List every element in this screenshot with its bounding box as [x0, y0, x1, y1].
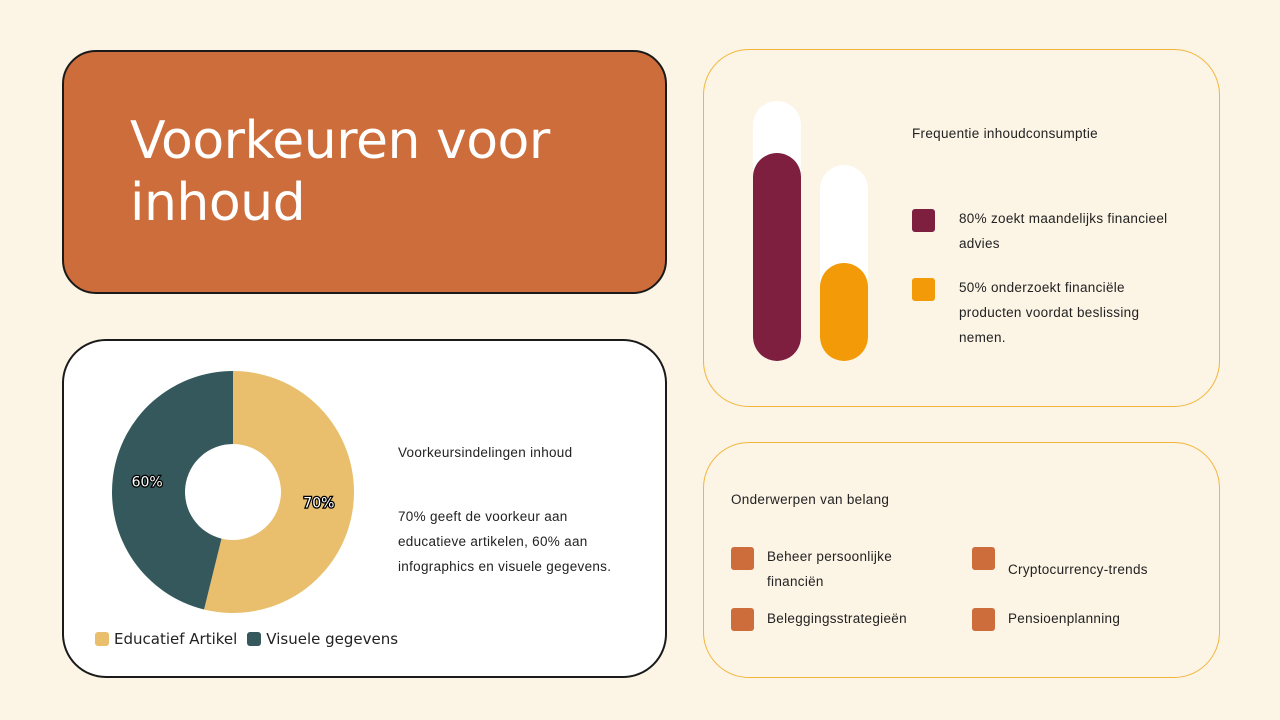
donut-label-visueel: 60%	[132, 475, 163, 491]
bar-legend-swatch-product-research	[912, 278, 935, 301]
bar-legend-label-monthly-advice: 80% zoekt maandelijks financieel advies	[959, 211, 1168, 251]
topic-crypto: Cryptocurrency-trends	[1008, 562, 1148, 577]
legend-item-educatief: Educatief Artikel	[95, 630, 237, 648]
bar-fill-monthly-advice	[753, 153, 801, 361]
bar-fill-product-research	[820, 263, 868, 361]
page-title: Voorkeuren voor inhoud	[130, 111, 550, 233]
topic-swatch-investment	[731, 608, 754, 631]
legend-item-visueel: Visuele gegevens	[247, 630, 398, 648]
bar-track-monthly-advice	[753, 101, 801, 361]
content-formats-card: 70% 60% Educatief Artikel Visuele gegeve…	[62, 339, 667, 678]
donut-slice-visueel	[112, 371, 233, 610]
bars-heading: Frequentie inhoudconsumptie	[912, 126, 1098, 141]
title-card: Voorkeuren voor inhoud	[62, 50, 667, 294]
donut-slice-educatief	[204, 371, 355, 613]
topics-heading: Onderwerpen van belang	[731, 492, 890, 507]
topic-swatch-personal-finance	[731, 547, 754, 570]
donut-legend: Educatief Artikel Visuele gegevens	[95, 630, 408, 648]
bar-legend-swatch-monthly-advice	[912, 209, 935, 232]
topic-investment: Beleggingsstrategieën	[767, 611, 907, 626]
legend-swatch-visueel	[247, 632, 262, 646]
consumption-frequency-card: Frequentie inhoudconsumptie 80% zoekt ma…	[703, 49, 1220, 407]
topic-pension: Pensioenplanning	[1008, 611, 1121, 626]
donut-label-educatief: 70%	[303, 495, 334, 511]
topic-swatch-crypto	[972, 547, 995, 570]
topics-of-interest-card: Onderwerpen van belang Beheer persoonlij…	[703, 442, 1220, 678]
legend-label-visueel: Visuele gegevens	[266, 630, 399, 648]
bar-track-product-research	[820, 165, 868, 361]
donut-heading: Voorkeursindelingen inhoud	[398, 445, 573, 460]
topic-personal-finance: Beheer persoonlijke financiën	[767, 549, 893, 589]
legend-swatch-educatief	[95, 632, 109, 646]
donut-description: 70% geeft de voorkeur aan educatieve art…	[398, 509, 612, 574]
legend-label-educatief: Educatief Artikel	[114, 630, 238, 648]
topic-swatch-pension	[972, 608, 995, 631]
donut-chart: 70% 60%	[112, 371, 355, 613]
bar-legend-label-product-research: 50% onderzoekt financiële producten voor…	[959, 280, 1140, 345]
